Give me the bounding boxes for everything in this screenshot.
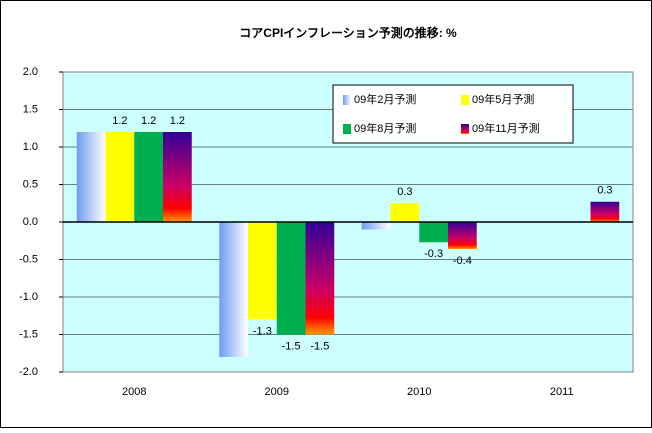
data-label: 0.3 <box>597 185 612 197</box>
y-tick-label: -1.5 <box>19 328 38 340</box>
legend-swatch <box>343 95 351 105</box>
x-tick-label: 2010 <box>407 386 431 398</box>
data-label: -1.5 <box>282 340 301 352</box>
legend-label: 09年5月予測 <box>472 92 534 106</box>
legend-label: 09年2月予測 <box>354 92 416 106</box>
bar <box>390 203 420 222</box>
bar <box>248 222 277 320</box>
x-tick-label: 2008 <box>122 386 146 398</box>
bar <box>76 132 106 222</box>
legend <box>332 84 574 144</box>
y-tick-label: -2.0 <box>19 366 38 378</box>
bar <box>305 222 335 335</box>
legend-label: 09年11月予測 <box>472 121 540 135</box>
legend-swatch <box>461 124 469 134</box>
legend-swatch <box>343 124 351 134</box>
bar <box>419 222 448 243</box>
bar <box>163 132 192 222</box>
bar <box>219 222 248 357</box>
data-label: 1.2 <box>112 115 127 127</box>
legend-label: 09年8月予測 <box>354 121 416 135</box>
y-tick-label: 0.0 <box>23 216 38 228</box>
bar <box>361 222 391 230</box>
bar <box>448 222 477 249</box>
chart-title: コアCPIインフレーション予測の推移: % <box>239 25 457 40</box>
data-label: 1.2 <box>141 115 156 127</box>
data-label: -1.3 <box>253 325 272 337</box>
data-label: -0.4 <box>453 255 472 267</box>
x-tick-label: 2011 <box>550 386 574 398</box>
legend-swatch <box>461 95 469 105</box>
y-tick-label: 1.0 <box>23 141 38 153</box>
x-tick-label: 2009 <box>265 386 289 398</box>
y-tick-label: 2.0 <box>23 66 38 78</box>
y-tick-label: -0.5 <box>19 253 38 265</box>
y-tick-label: 1.5 <box>23 103 38 115</box>
y-tick-label: -1.0 <box>19 291 38 303</box>
bar <box>105 132 135 222</box>
data-label: 1.2 <box>170 115 185 127</box>
data-label: -1.5 <box>310 340 329 352</box>
data-label: -0.3 <box>424 248 443 260</box>
y-tick-label: 0.5 <box>23 178 38 190</box>
bar <box>134 132 163 222</box>
data-label: 0.3 <box>397 186 412 198</box>
bar <box>590 201 620 222</box>
bar <box>276 222 306 335</box>
